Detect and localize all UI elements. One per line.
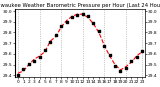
Title: Milwaukee Weather Barometric Pressure per Hour (Last 24 Hours): Milwaukee Weather Barometric Pressure pe… <box>0 3 160 8</box>
Point <box>60 25 62 27</box>
Point <box>49 41 52 43</box>
Point <box>119 70 122 72</box>
Point <box>87 16 89 17</box>
Point <box>92 22 95 23</box>
Point <box>130 61 132 62</box>
Point <box>38 56 41 58</box>
Point <box>114 65 116 66</box>
Point <box>71 17 73 18</box>
Point <box>76 15 79 16</box>
Point <box>44 49 46 50</box>
Point <box>22 68 25 70</box>
Point <box>103 46 106 47</box>
Point <box>135 56 138 58</box>
Point <box>98 31 100 32</box>
Point <box>17 75 19 76</box>
Point <box>124 67 127 68</box>
Point <box>81 13 84 15</box>
Point <box>108 54 111 56</box>
Point <box>33 61 36 62</box>
Point <box>28 63 30 64</box>
Point <box>65 21 68 22</box>
Point <box>54 34 57 35</box>
Point <box>141 50 143 51</box>
